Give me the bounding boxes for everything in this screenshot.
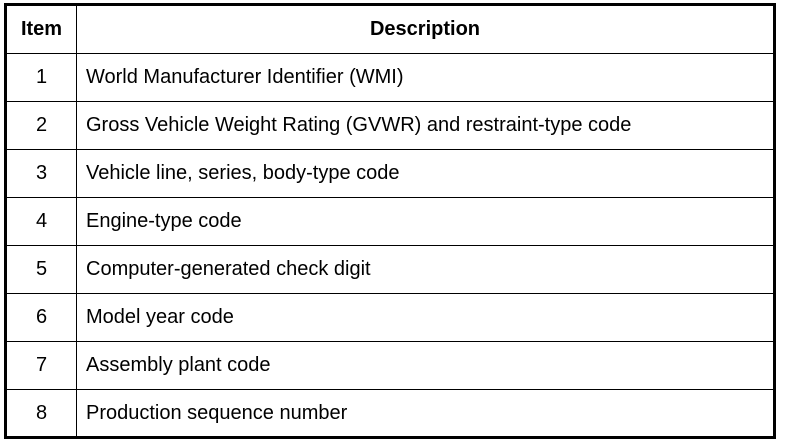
item-description: Production sequence number	[86, 402, 348, 424]
item-number: 2	[7, 102, 77, 149]
item-number: 5	[7, 246, 77, 293]
item-description: Vehicle line, series, body-type code	[86, 162, 400, 184]
item-description: Assembly plant code	[86, 354, 271, 376]
table-row: 8 Production sequence number	[7, 389, 773, 437]
item-number: 8	[7, 390, 77, 437]
item-description: Computer-generated check digit	[86, 258, 371, 280]
item-description: Model year code	[86, 306, 234, 328]
table-row: 6 Model year code	[7, 293, 773, 341]
table-header: Item Description	[7, 6, 773, 53]
item-number: 6	[7, 294, 77, 341]
table-row: 1 World Manufacturer Identifier (WMI)	[7, 53, 773, 101]
table-row: 2 Gross Vehicle Weight Rating (GVWR) and …	[7, 101, 773, 149]
table-row: 7 Assembly plant code	[7, 341, 773, 389]
item-description: Engine-type code	[86, 210, 242, 232]
item-number: 4	[7, 198, 77, 245]
item-description: Gross Vehicle Weight Rating (GVWR) and r…	[86, 114, 632, 136]
table-row: 5 Computer-generated check digit	[7, 245, 773, 293]
table-row: 3 Vehicle line, series, body-type code	[7, 149, 773, 197]
item-number: 7	[7, 342, 77, 389]
item-number: 1	[7, 54, 77, 101]
item-description: World Manufacturer Identifier (WMI)	[86, 66, 404, 88]
table-row: 4 Engine-type code	[7, 197, 773, 245]
item-number: 3	[7, 150, 77, 197]
header-item: Item	[7, 6, 77, 53]
header-description: Description	[369, 18, 481, 40]
vin-table: Item Description 1 World Manufacturer Ide…	[4, 3, 776, 439]
